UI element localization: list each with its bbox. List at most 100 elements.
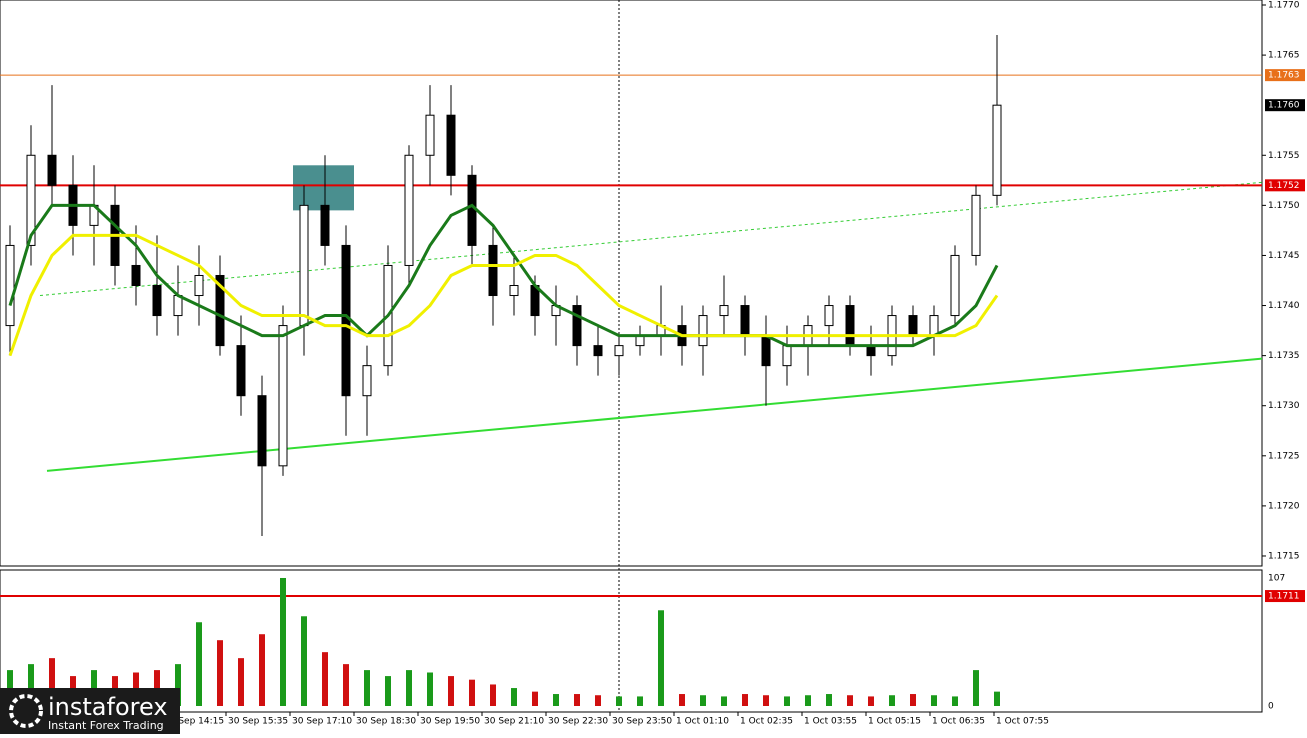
candle-body	[593, 345, 603, 357]
logo-tagline: Instant Forex Trading	[48, 719, 164, 732]
price-tag	[1265, 99, 1305, 112]
volume-bar	[322, 652, 328, 706]
candle-body	[740, 305, 750, 337]
candle-body	[635, 335, 645, 347]
volume-bar	[175, 664, 181, 706]
volume-bar	[574, 694, 580, 706]
y-tick-label: 1.1745	[1268, 251, 1300, 261]
level-tag	[1265, 179, 1305, 192]
x-tick-label: 1 Oct 05:15	[868, 717, 921, 727]
volume-bar	[196, 622, 202, 706]
y-tick-label: 1.1750	[1268, 201, 1300, 211]
volume-bar	[427, 672, 433, 706]
candle-body	[173, 295, 183, 317]
level-label: 1.1752	[1268, 181, 1300, 191]
volume-bar	[469, 679, 475, 706]
candle-body	[824, 305, 834, 327]
volume-tick-label: 107	[1268, 573, 1285, 583]
candle-body	[278, 325, 288, 467]
candle-body	[425, 114, 435, 156]
y-tick-label: 1.1770	[1268, 1, 1300, 11]
volume-tick-label: 0	[1268, 702, 1274, 712]
candle-body	[509, 285, 519, 297]
x-tick-label: 1 Oct 01:10	[676, 717, 729, 727]
candle-body	[929, 315, 939, 337]
volume-bar	[616, 696, 622, 706]
x-tick-label: 30 Sep 15:35	[228, 717, 288, 727]
volume-bar	[364, 670, 370, 706]
candle-body	[614, 345, 624, 357]
volume-bar	[406, 670, 412, 706]
volume-bar	[637, 696, 643, 706]
candle-body	[299, 204, 309, 327]
candle-body	[866, 345, 876, 357]
candle-body	[215, 274, 225, 347]
candle-body	[257, 395, 267, 467]
level-tag	[1265, 69, 1305, 82]
candle-body	[467, 174, 477, 246]
y-tick-label: 1.1730	[1268, 401, 1300, 411]
x-tick-label: 30 Sep 14:15	[164, 717, 224, 727]
volume-bar	[847, 695, 853, 706]
candle-body	[446, 114, 456, 176]
volume-bar	[511, 688, 517, 706]
zone	[293, 165, 354, 211]
y-tick-label: 1.1720	[1268, 501, 1300, 511]
candle-body	[152, 285, 162, 317]
volume-bar	[784, 696, 790, 706]
level-label: 1.1763	[1268, 71, 1300, 81]
volume-bar	[28, 664, 34, 706]
volume-bar	[553, 694, 559, 706]
x-tick-label: 30 Sep 18:30	[356, 717, 416, 727]
trendline	[46, 357, 1263, 472]
candle-body	[782, 345, 792, 367]
x-tick-label: 1 Oct 03:55	[804, 717, 857, 727]
candle-body	[761, 335, 771, 367]
volume-bar	[973, 670, 979, 706]
volume-bar	[448, 676, 454, 706]
volume-bar	[742, 694, 748, 706]
volume-bar	[889, 695, 895, 706]
level-label: 1.1711	[1268, 592, 1300, 602]
candle-body	[950, 254, 960, 317]
logo-icon	[9, 694, 43, 728]
volume-bar	[532, 691, 538, 706]
x-tick-label: 30 Sep 19:50	[420, 717, 480, 727]
volume-bar	[490, 684, 496, 706]
candle-body	[845, 305, 855, 347]
volume-bar	[280, 577, 286, 706]
y-tick-label: 1.1765	[1268, 51, 1300, 61]
x-tick-label: 1 Oct 07:55	[996, 717, 1049, 727]
volume-bar	[952, 696, 958, 706]
candle-body	[47, 154, 57, 186]
volume-bar	[805, 695, 811, 706]
y-tick-label: 1.1755	[1268, 151, 1300, 161]
x-tick-label: 30 Sep 17:10	[292, 717, 352, 727]
x-tick-label: 30 Sep 22:30	[548, 717, 608, 727]
y-tick-label: 1.1725	[1268, 451, 1300, 461]
y-tick-label: 1.1735	[1268, 351, 1300, 361]
volume-panel	[0, 569, 1263, 713]
volume-bar	[868, 696, 874, 706]
y-tick-label: 1.1740	[1268, 301, 1300, 311]
candle-body	[908, 315, 918, 337]
x-tick-label: 1 Oct 02:35	[740, 717, 793, 727]
volume-bar	[679, 694, 685, 706]
x-tick-label: 30 Sep 21:10	[484, 717, 544, 727]
moving-average	[8, 203, 999, 348]
volume-bar	[238, 658, 244, 706]
moving-average	[8, 233, 999, 357]
candle-body	[992, 104, 1002, 196]
candle-body	[341, 244, 351, 397]
volume-bar	[217, 640, 223, 706]
candle-body	[488, 244, 498, 297]
candle-body	[719, 305, 729, 317]
candle-body	[131, 264, 141, 287]
y-tick-label: 1.1715	[1268, 551, 1300, 561]
trendline	[39, 181, 1263, 297]
candle-body	[26, 154, 36, 246]
x-tick-label: 1 Oct 06:35	[932, 717, 985, 727]
volume-bar	[658, 610, 664, 706]
volume-bar	[595, 695, 601, 706]
